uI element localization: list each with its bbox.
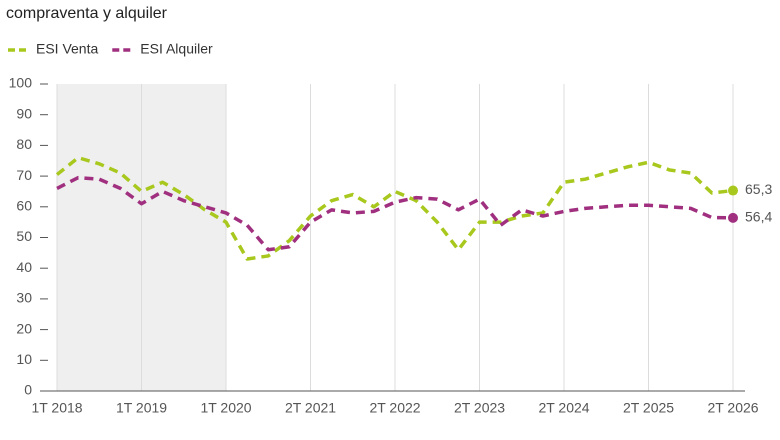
y-tick-label: 30 xyxy=(16,290,32,306)
y-tick-label: 70 xyxy=(16,167,32,183)
x-tick-label: 2T 2026 xyxy=(707,400,758,416)
x-tick-label: 2T 2024 xyxy=(538,400,589,416)
y-tick-label: 90 xyxy=(16,105,32,121)
end-point xyxy=(728,185,738,196)
legend-label: ESI Alquiler xyxy=(140,41,213,57)
y-tick-label: 100 xyxy=(9,75,33,91)
legend: ESI Venta ESI Alquiler xyxy=(8,41,213,57)
end-point xyxy=(728,212,738,223)
y-tick-label: 60 xyxy=(16,198,32,214)
x-tick-label: 1T 2019 xyxy=(116,400,167,416)
y-tick-label: 50 xyxy=(16,228,32,244)
x-tick-label: 2T 2021 xyxy=(285,400,336,416)
y-tick-label: 20 xyxy=(16,320,32,336)
y-tick-label: 10 xyxy=(16,351,32,367)
y-tick-label: 0 xyxy=(24,382,32,398)
series-line xyxy=(56,175,734,252)
y-tick-label: 40 xyxy=(16,259,32,275)
x-tick-label: 1T 2020 xyxy=(200,400,251,416)
end-label: 56,4 xyxy=(745,209,772,225)
end-label: 65,3 xyxy=(745,181,772,197)
x-tick-label: 2T 2022 xyxy=(369,400,420,416)
y-tick-label: 80 xyxy=(16,136,32,152)
x-tick-label: 2T 2023 xyxy=(454,400,505,416)
legend-label: ESI Venta xyxy=(36,41,98,57)
x-tick-label: 2T 2025 xyxy=(623,400,674,416)
chart-title: compraventa y alquiler xyxy=(6,5,168,22)
x-tick-label: 1T 2018 xyxy=(31,400,82,416)
